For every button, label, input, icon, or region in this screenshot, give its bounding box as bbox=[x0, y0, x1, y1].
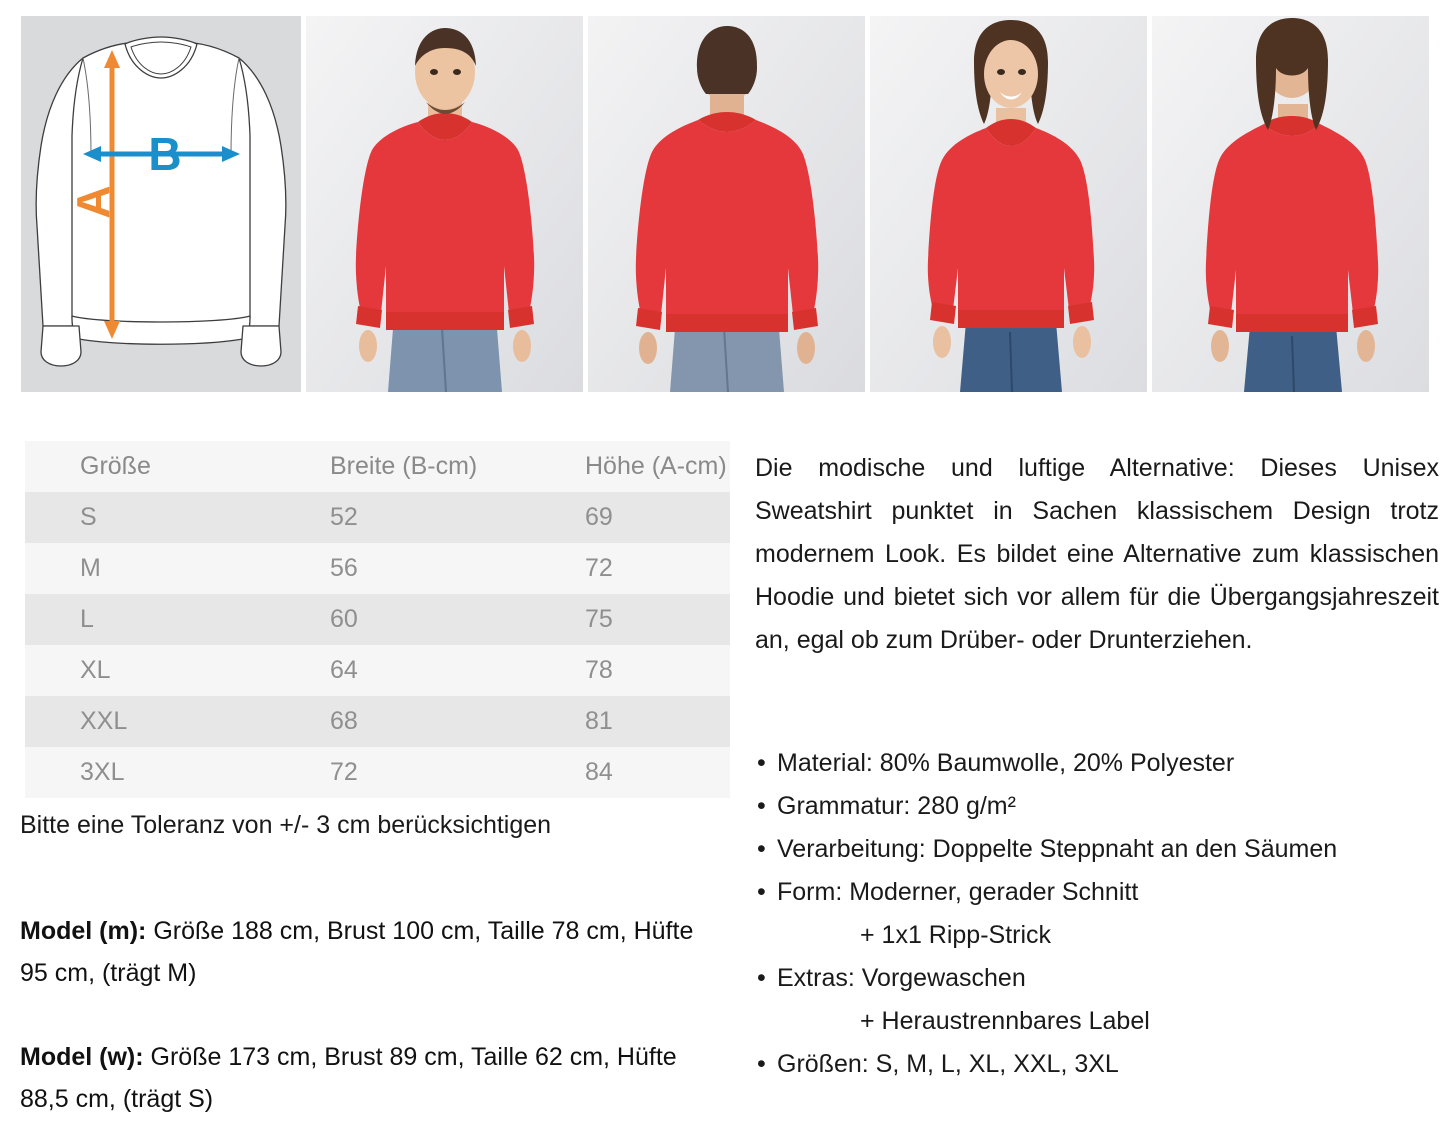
cell-size: 3XL bbox=[80, 758, 125, 786]
model-female-measurements: Model (w): Größe 173 cm, Brust 89 cm, Ta… bbox=[20, 1036, 720, 1120]
spec-subitem-ripp-strick: + 1x1 Ripp-Strick bbox=[860, 921, 1052, 949]
product-spec-list: • Material: 80% Baumwolle, 20% Polyester … bbox=[755, 742, 1445, 1086]
model-female-text: Größe 173 cm, Brust 89 cm, Taille 62 cm,… bbox=[20, 1043, 677, 1113]
cell-height: 81 bbox=[585, 707, 613, 735]
spec-text: Verarbeitung: Doppelte Steppnaht an den … bbox=[777, 835, 1338, 863]
model-male-label: Model (m): bbox=[20, 917, 147, 945]
product-image-gallery: A B bbox=[21, 16, 1429, 392]
cell-height: 78 bbox=[585, 656, 613, 684]
spec-item-groessen: • Größen: S, M, L, XL, XXL, 3XL bbox=[755, 1043, 1445, 1086]
spec-subitem-label: + Heraustrennbares Label bbox=[860, 1007, 1150, 1035]
bullet-icon: • bbox=[757, 1050, 766, 1078]
model-male-measurements: Model (m): Größe 188 cm, Brust 100 cm, T… bbox=[20, 910, 720, 994]
table-row: XXL 68 81 bbox=[25, 696, 730, 747]
bullet-icon: • bbox=[757, 878, 766, 906]
spec-text: Extras: Vorgewaschen bbox=[777, 964, 1026, 992]
column-header-width: Breite (B-cm) bbox=[330, 452, 478, 480]
cell-size: XXL bbox=[80, 707, 128, 735]
spec-text: Material: 80% Baumwolle, 20% Polyester bbox=[777, 749, 1235, 777]
column-header-height: Höhe (A-cm) bbox=[585, 452, 727, 480]
column-header-size: Größe bbox=[80, 452, 151, 480]
height-measure-arrow-a bbox=[104, 50, 120, 339]
table-row: L 60 75 bbox=[25, 594, 730, 645]
spec-item-form: • Form: Moderner, gerader Schnitt bbox=[755, 871, 1445, 914]
width-label-b: B bbox=[148, 128, 181, 180]
cell-width: 60 bbox=[330, 605, 358, 633]
cell-size: M bbox=[80, 554, 101, 582]
cell-size: S bbox=[80, 503, 97, 531]
model-female-label: Model (w): bbox=[20, 1043, 144, 1071]
bullet-icon: • bbox=[757, 749, 766, 777]
bullet-icon: • bbox=[757, 835, 766, 863]
height-label-a: A bbox=[67, 185, 119, 218]
model-male-back-illustration bbox=[588, 16, 865, 392]
spec-text: Grammatur: 280 g/m² bbox=[777, 792, 1016, 820]
cell-width: 56 bbox=[330, 554, 358, 582]
gallery-panel-technical-drawing[interactable]: A B bbox=[21, 16, 301, 392]
product-description-text: Die modische und luftige Alternative: Di… bbox=[755, 454, 1439, 654]
spec-item-extras: • Extras: Vorgewaschen bbox=[755, 957, 1445, 1000]
gallery-panel-model-female-back[interactable] bbox=[1152, 16, 1429, 392]
cell-height: 75 bbox=[585, 605, 613, 633]
cell-width: 64 bbox=[330, 656, 358, 684]
cell-width: 72 bbox=[330, 758, 358, 786]
model-female-back-illustration bbox=[1152, 16, 1429, 392]
tolerance-note: Bitte eine Toleranz von +/- 3 cm berücks… bbox=[20, 811, 552, 839]
model-male-text: Größe 188 cm, Brust 100 cm, Taille 78 cm… bbox=[20, 917, 694, 987]
gallery-panel-model-male-back[interactable] bbox=[588, 16, 865, 392]
spec-item-material: • Material: 80% Baumwolle, 20% Polyester bbox=[755, 742, 1445, 785]
spec-item-grammatur: • Grammatur: 280 g/m² bbox=[755, 785, 1445, 828]
width-measure-arrow-b bbox=[83, 146, 240, 162]
spec-text: Größen: S, M, L, XL, XXL, 3XL bbox=[777, 1050, 1119, 1078]
cell-size: XL bbox=[80, 656, 111, 684]
cell-height: 84 bbox=[585, 758, 613, 786]
bullet-icon: • bbox=[757, 964, 766, 992]
table-header-row: Größe Breite (B-cm) Höhe (A-cm) bbox=[25, 441, 730, 492]
table-row: M 56 72 bbox=[25, 543, 730, 594]
model-male-front-illustration bbox=[306, 16, 583, 392]
cell-size: L bbox=[80, 605, 94, 633]
cell-height: 69 bbox=[585, 503, 613, 531]
cell-width: 68 bbox=[330, 707, 358, 735]
sweatshirt-technical-diagram: A B bbox=[35, 36, 287, 367]
spec-text: Form: Moderner, gerader Schnitt bbox=[777, 878, 1139, 906]
cell-width: 52 bbox=[330, 503, 358, 531]
size-chart-table: Größe Breite (B-cm) Höhe (A-cm) S 52 69 … bbox=[25, 441, 730, 798]
table-row: XL 64 78 bbox=[25, 645, 730, 696]
gallery-panel-model-female-front[interactable] bbox=[870, 16, 1147, 392]
bullet-icon: • bbox=[757, 792, 766, 820]
gallery-panel-model-male-front[interactable] bbox=[306, 16, 583, 392]
table-row: 3XL 72 84 bbox=[25, 747, 730, 798]
cell-height: 72 bbox=[585, 554, 613, 582]
model-female-front-illustration bbox=[870, 16, 1147, 392]
spec-item-verarbeitung: • Verarbeitung: Doppelte Steppnaht an den… bbox=[755, 828, 1445, 871]
table-row: S 52 69 bbox=[25, 492, 730, 543]
product-description: Die modische und luftige Alternative: Di… bbox=[755, 447, 1439, 662]
